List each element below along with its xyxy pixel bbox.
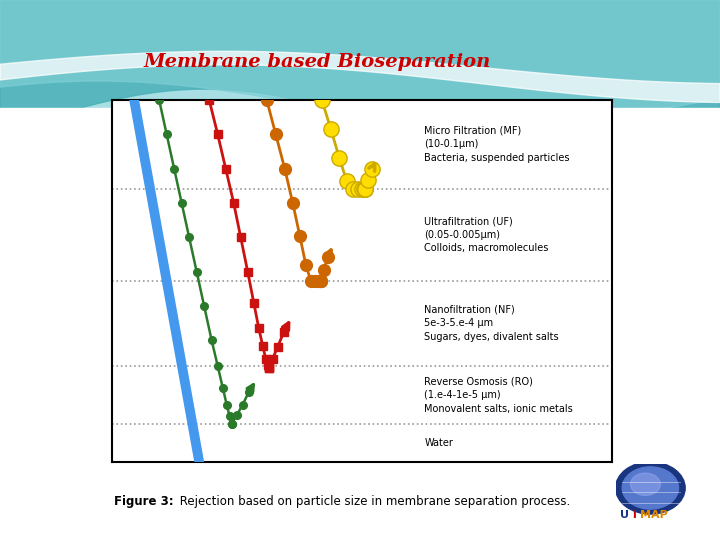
Circle shape: [616, 462, 685, 514]
Text: MAP: MAP: [641, 510, 668, 520]
Polygon shape: [0, 0, 720, 148]
Text: Ultrafiltration (UF)
(0.05-0.005μm)
Colloids, macromolecules: Ultrafiltration (UF) (0.05-0.005μm) Coll…: [424, 216, 549, 253]
Circle shape: [631, 473, 660, 496]
Text: U: U: [620, 510, 629, 520]
Text: Membrane based Bioseparation: Membrane based Bioseparation: [143, 53, 490, 71]
Text: Rejection based on particle size in membrane separation process.: Rejection based on particle size in memb…: [176, 495, 571, 508]
Polygon shape: [0, 0, 720, 124]
Text: Water: Water: [424, 438, 453, 448]
Text: i: i: [632, 510, 636, 520]
Text: Reverse Osmosis (RO)
(1.e-4-1e-5 μm)
Monovalent salts, ionic metals: Reverse Osmosis (RO) (1.e-4-1e-5 μm) Mon…: [424, 377, 573, 414]
Text: Micro Filtration (MF)
(10-0.1μm)
Bacteria, suspended particles: Micro Filtration (MF) (10-0.1μm) Bacteri…: [424, 126, 570, 163]
Bar: [0, 0, 720, 135]
Circle shape: [622, 467, 678, 509]
Polygon shape: [0, 51, 720, 103]
Bar: [0, 108, 720, 540]
Text: Nanofiltration (NF)
5e-3-5.e-4 μm
Sugars, dyes, divalent salts: Nanofiltration (NF) 5e-3-5.e-4 μm Sugars…: [424, 305, 559, 342]
Text: Figure 3:: Figure 3:: [114, 495, 174, 508]
